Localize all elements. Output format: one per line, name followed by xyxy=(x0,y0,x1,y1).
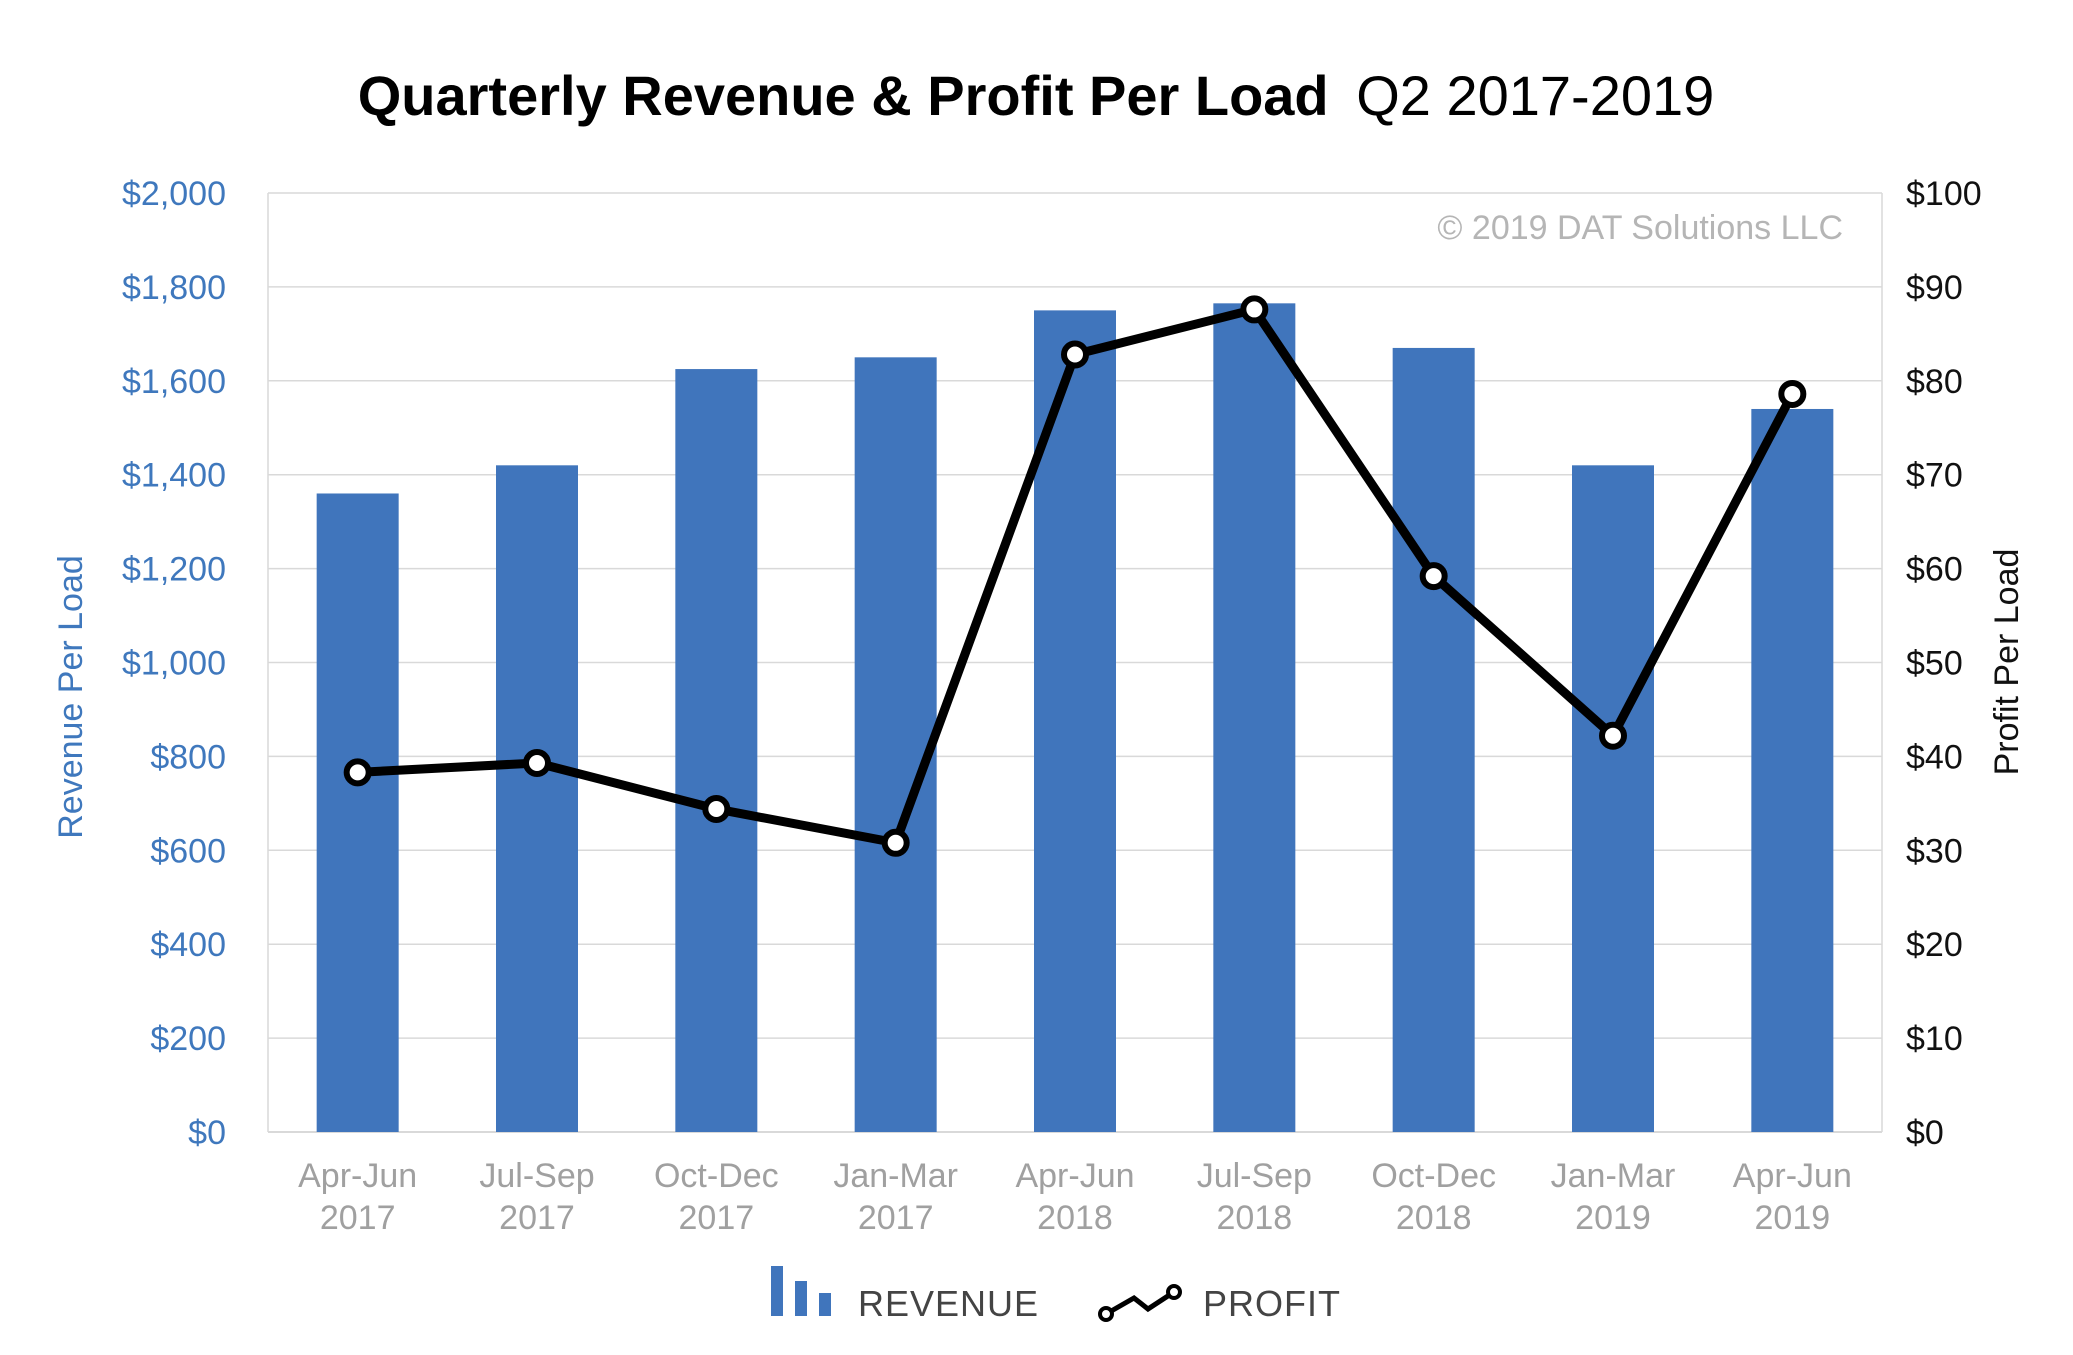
x-axis-tick-label: Jan-Mar xyxy=(833,1157,958,1195)
watermark: © 2019 DAT Solutions LLC xyxy=(1437,209,1843,247)
chart-title: Quarterly Revenue & Profit Per Load Q2 2… xyxy=(358,64,1715,127)
profit-point xyxy=(1240,295,1269,324)
revenue-bar xyxy=(316,493,399,1133)
right-axis-title: Profit Per Load xyxy=(1988,549,2026,776)
profit-point xyxy=(1599,721,1627,750)
revenue-bar xyxy=(1572,465,1654,1132)
x-axis-tick-label: Oct-Dec xyxy=(654,1157,779,1195)
revenue-bar xyxy=(854,357,937,1132)
chart-title-bold: Quarterly Revenue & Profit Per Load xyxy=(358,64,1329,127)
x-axis-tick-label: Jan-Mar xyxy=(1551,1157,1676,1195)
profit-point xyxy=(1419,562,1448,591)
x-axis-ticks: Apr-Jun 2017 Jul-Sep 2017 Oct-Dec 2017 Jan-Mar… xyxy=(298,1157,1852,1237)
x-axis-tick-label: Apr-Jun xyxy=(298,1157,417,1195)
x-axis-tick-label: 2018 xyxy=(1037,1199,1113,1237)
right-axis-tick-label: $60 xyxy=(1906,551,1963,589)
x-axis-tick-label: 2017 xyxy=(679,1199,755,1237)
x-axis-tick-label: Apr-Jun xyxy=(1015,1157,1134,1195)
left-axis-tick-label: $0 xyxy=(188,1114,226,1152)
right-axis-tick-label: $50 xyxy=(1906,645,1963,683)
profit-point xyxy=(523,748,551,777)
right-axis-tick-label: $100 xyxy=(1906,175,1982,213)
left-axis-tick-label: $400 xyxy=(150,926,226,964)
right-axis-ticks: $0 $10 $20 $30 $40 $50 $60 $70 $80 $90 $100 xyxy=(1906,175,1982,1152)
profit-point xyxy=(881,828,910,857)
chart-title-regular: Q2 2017-2019 xyxy=(1356,64,1714,127)
right-axis-tick-label: $20 xyxy=(1906,926,1963,964)
x-axis-tick-label: 2017 xyxy=(320,1199,396,1237)
legend-profit: PROFIT xyxy=(1098,1283,1341,1324)
profit-point xyxy=(702,794,731,823)
x-axis-tick-label: 2019 xyxy=(1755,1199,1831,1237)
legend-profit-label: PROFIT xyxy=(1203,1283,1341,1324)
x-axis-tick-label: 2018 xyxy=(1217,1199,1293,1237)
left-axis-tick-label: $1,400 xyxy=(122,457,226,495)
right-axis-tick-label: $80 xyxy=(1906,363,1963,401)
legend-revenue-label: REVENUE xyxy=(858,1283,1039,1324)
left-axis-tick-label: $1,600 xyxy=(122,363,226,401)
profit-point xyxy=(1061,340,1089,369)
right-axis-tick-label: $70 xyxy=(1906,457,1963,495)
revenue-bar xyxy=(1392,347,1475,1132)
profit-line-group xyxy=(343,295,1807,857)
right-axis-tick-label: $10 xyxy=(1906,1020,1963,1058)
left-axis-tick-label: $2,000 xyxy=(122,175,226,213)
x-axis-tick-label: 2019 xyxy=(1575,1199,1651,1237)
x-axis-tick-label: Jul-Sep xyxy=(1197,1157,1312,1195)
x-axis-tick-label: 2018 xyxy=(1396,1199,1472,1237)
x-axis-tick-label: 2017 xyxy=(858,1199,934,1237)
left-axis-title: Revenue Per Load xyxy=(52,555,90,839)
x-axis-tick-label: 2017 xyxy=(499,1199,575,1237)
legend-revenue: REVENUE xyxy=(771,1266,1039,1324)
x-axis-tick-label: Apr-Jun xyxy=(1733,1157,1852,1195)
bar-chart-icon xyxy=(771,1266,831,1316)
revenue-bar xyxy=(1213,303,1296,1132)
revenue-bar xyxy=(675,369,758,1132)
revenue-bar xyxy=(1751,408,1834,1133)
left-axis-tick-label: $1,800 xyxy=(122,269,226,307)
right-axis-tick-label: $90 xyxy=(1906,269,1963,307)
left-axis-tick-label: $600 xyxy=(150,832,226,870)
x-axis-tick-label: Jul-Sep xyxy=(479,1157,594,1195)
left-axis-tick-label: $800 xyxy=(150,738,226,776)
revenue-bar xyxy=(496,465,578,1132)
right-axis-tick-label: $30 xyxy=(1906,832,1963,870)
revenue-bars xyxy=(316,303,1834,1133)
x-axis-tick-label: Oct-Dec xyxy=(1371,1157,1496,1195)
left-axis-ticks: $0 $200 $400 $600 $800 $1,000 $1,200 $1,400 $1,6… xyxy=(122,175,226,1152)
legend: REVENUE PROFIT xyxy=(771,1266,1341,1324)
left-axis-tick-label: $1,000 xyxy=(122,645,226,683)
line-chart-icon xyxy=(1098,1284,1182,1322)
profit-point xyxy=(1778,379,1807,408)
profit-point xyxy=(343,758,372,787)
left-axis-tick-label: $200 xyxy=(150,1020,226,1058)
right-axis-tick-label: $0 xyxy=(1906,1114,1944,1152)
left-axis-tick-label: $1,200 xyxy=(122,551,226,589)
right-axis-tick-label: $40 xyxy=(1906,738,1963,776)
revenue-bar xyxy=(1034,310,1116,1132)
